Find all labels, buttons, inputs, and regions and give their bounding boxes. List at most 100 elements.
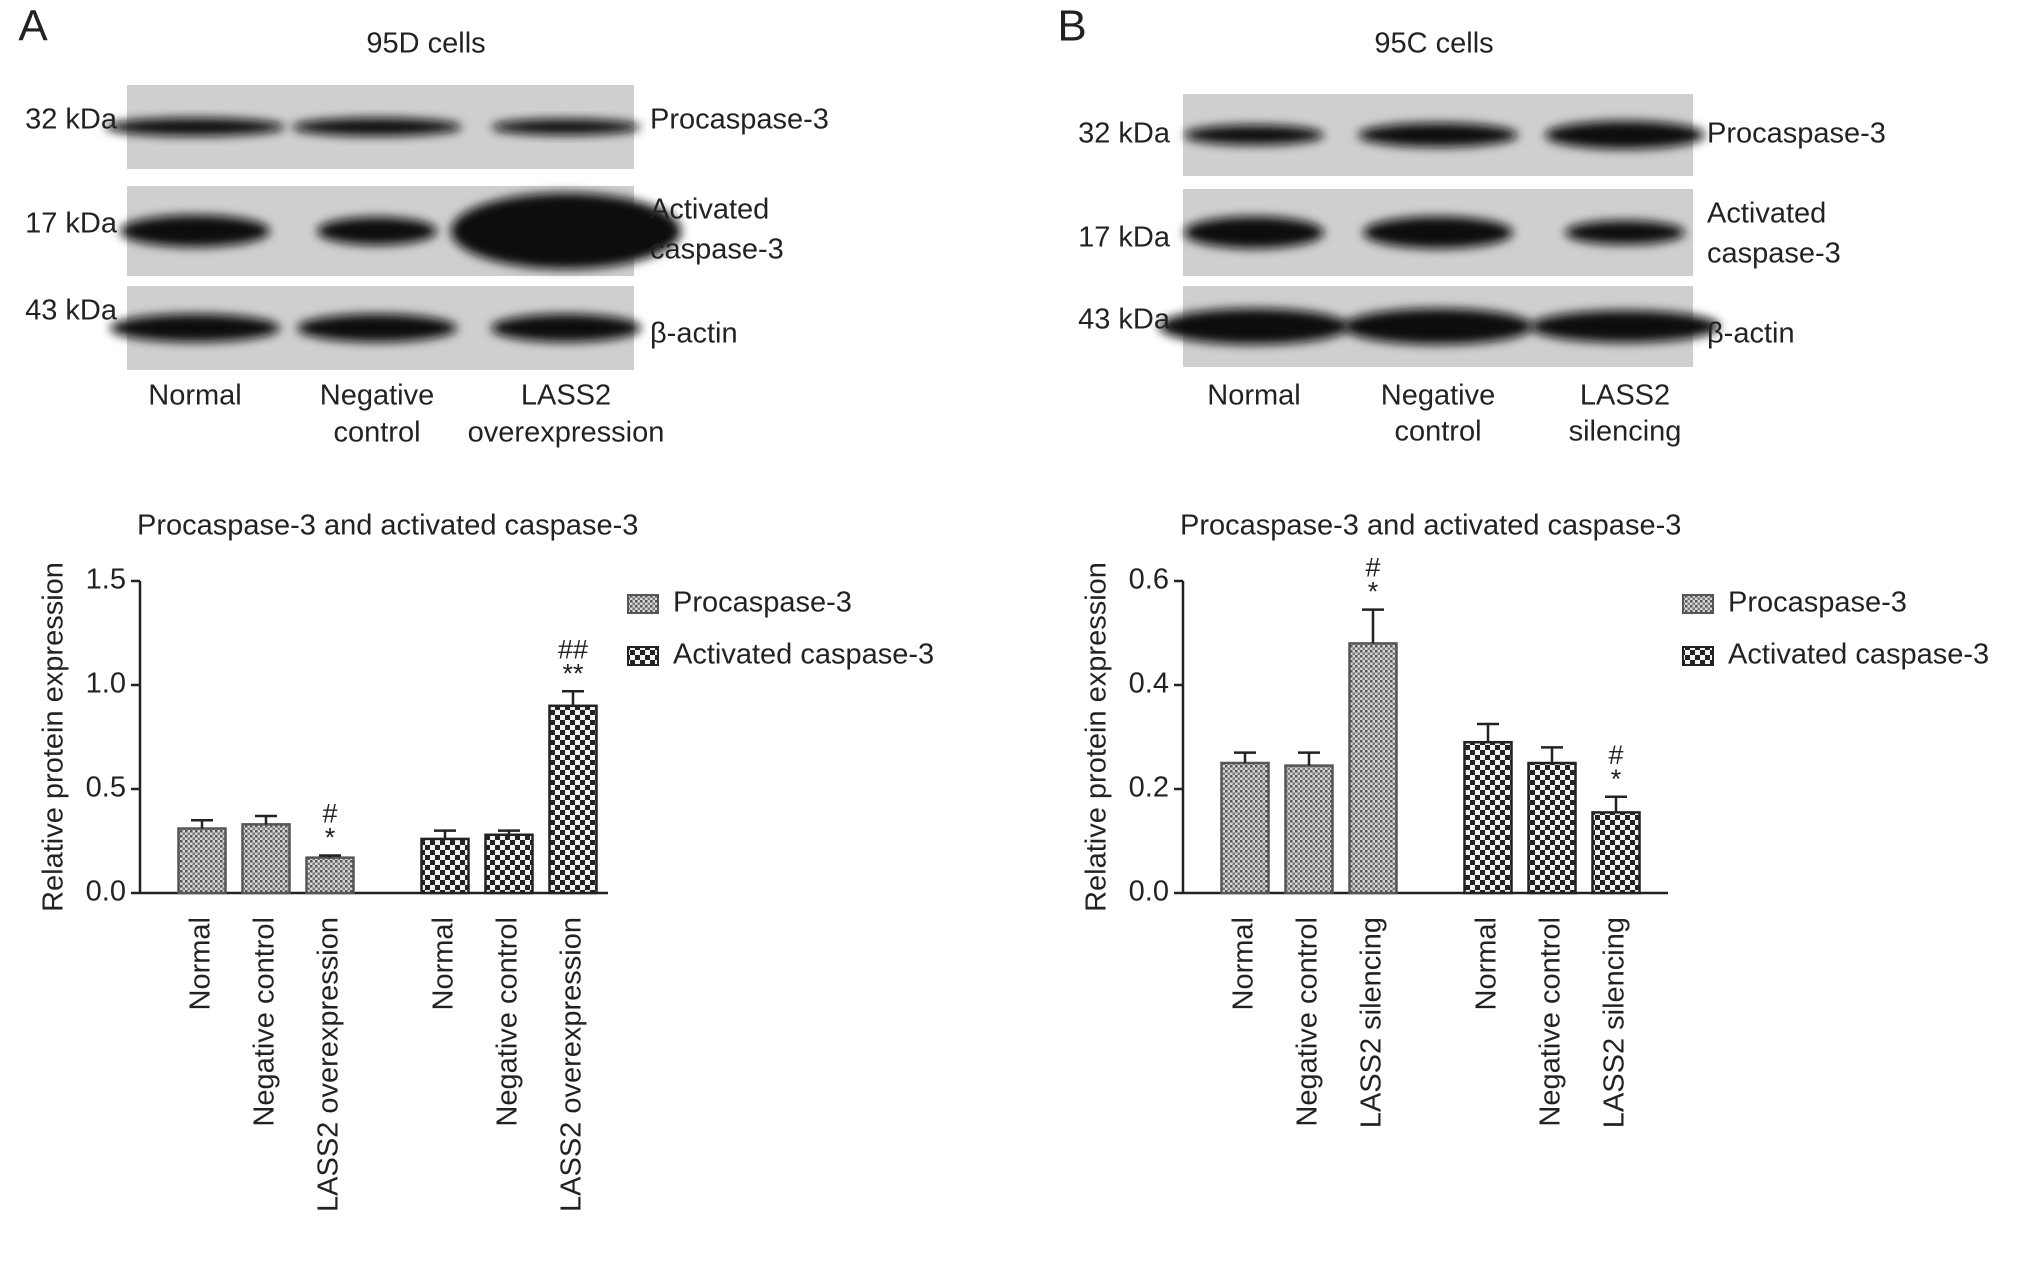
blot-band — [1184, 125, 1324, 145]
y-tick-label: 1.5 — [86, 564, 126, 596]
x-tick-label: Normal — [428, 917, 460, 1010]
protein-label: Procaspase-3 — [1707, 118, 1886, 150]
legend-label: Procaspase-3 — [1728, 587, 1907, 619]
error-bar — [1477, 722, 1499, 743]
significance-mark: # — [322, 799, 337, 829]
lane-label: control — [1394, 416, 1481, 448]
protein-label: Activated — [1707, 198, 1826, 230]
x-tick-label: Negative control — [249, 917, 281, 1127]
bar — [177, 827, 227, 895]
legend-swatch — [627, 646, 659, 666]
blot-band — [491, 119, 641, 135]
y-tick-label: 0.0 — [86, 876, 126, 908]
error-bar — [1234, 751, 1256, 763]
protein-label: β-actin — [1707, 318, 1795, 350]
bar — [1284, 764, 1334, 895]
lane-label: LASS2 — [521, 380, 611, 412]
blot-band — [1363, 216, 1513, 249]
blot-band — [1184, 216, 1324, 249]
x-tick-label: LASS2 silencing — [1599, 917, 1631, 1128]
blot-band — [1343, 308, 1533, 345]
blot-band — [1530, 310, 1720, 343]
error-bar — [498, 829, 520, 835]
bar — [548, 704, 598, 895]
blot-band — [451, 193, 681, 269]
blot-band — [110, 314, 280, 342]
protein-label: Activated — [650, 194, 769, 226]
y-tick-label: 1.0 — [86, 668, 126, 700]
blot-band — [120, 215, 270, 247]
error-bar — [191, 818, 213, 829]
significance-mark: * — [1611, 764, 1622, 794]
protein-label: caspase-3 — [650, 234, 784, 266]
lane-label: Normal — [1207, 380, 1300, 412]
y-tick-label: 0.0 — [1129, 876, 1169, 908]
kda-label: 17 kDa — [25, 208, 118, 240]
kda-label: 43 kDa — [25, 295, 118, 327]
kda-label: 32 kDa — [25, 104, 118, 136]
panel-letter: A — [18, 2, 48, 51]
significance-mark: * — [1368, 577, 1379, 607]
error-bar — [1605, 795, 1627, 813]
legend-label: Activated caspase-3 — [1728, 639, 1989, 671]
error-bar — [255, 814, 277, 825]
x-tick-label: LASS2 overexpression — [556, 917, 588, 1212]
bar — [1591, 811, 1641, 895]
significance-mark: # — [1608, 740, 1623, 770]
significance-mark: ** — [562, 658, 584, 688]
legend-swatch — [1682, 594, 1714, 614]
bar — [1348, 642, 1398, 895]
lane-label: Negative — [320, 380, 434, 412]
panel-letter: B — [1057, 2, 1086, 51]
lane-label: Normal — [148, 380, 241, 412]
blot-band — [1159, 308, 1349, 345]
y-axis-label: Relative protein expression — [38, 562, 70, 912]
bar — [1220, 761, 1270, 895]
protein-label: β-actin — [650, 318, 738, 350]
error-bar — [434, 829, 456, 839]
protein-label: Procaspase-3 — [650, 104, 829, 136]
error-bar — [562, 689, 584, 706]
blot-band — [1565, 220, 1685, 245]
kda-label: 17 kDa — [1078, 222, 1171, 254]
blot-title: 95C cells — [1374, 28, 1493, 60]
blot-band — [297, 314, 457, 342]
legend-label: Activated caspase-3 — [673, 639, 934, 671]
y-tick-label: 0.6 — [1129, 564, 1169, 596]
bar — [420, 837, 470, 895]
bar — [241, 823, 291, 895]
blot-title: 95D cells — [366, 28, 485, 60]
blot-band — [1358, 123, 1518, 147]
blot-band — [491, 314, 641, 342]
legend-swatch — [1682, 646, 1714, 666]
chart-title: Procaspase-3 and activated caspase-3 — [137, 510, 638, 542]
x-tick-label: LASS2 overexpression — [313, 917, 345, 1212]
error-bar — [1298, 751, 1320, 766]
y-tick-label: 0.4 — [1129, 668, 1169, 700]
bar — [1463, 740, 1513, 895]
lane-label: LASS2 — [1580, 380, 1670, 412]
y-axis-label: Relative protein expression — [1081, 562, 1113, 912]
chart-title: Procaspase-3 and activated caspase-3 — [1180, 510, 1681, 542]
bar — [484, 833, 534, 895]
x-tick-label: Negative control — [1292, 917, 1324, 1127]
lane-label: Negative — [1381, 380, 1495, 412]
y-tick-label: 0.2 — [1129, 772, 1169, 804]
x-tick-label: Negative control — [492, 917, 524, 1127]
error-bar — [1362, 608, 1384, 644]
x-tick-label: Negative control — [1535, 917, 1567, 1127]
y-tick-label: 0.5 — [86, 772, 126, 804]
bar — [305, 856, 355, 895]
error-bar — [1541, 746, 1563, 763]
blot-band — [317, 217, 437, 245]
blot-band — [105, 118, 285, 136]
x-tick-label: LASS2 silencing — [1356, 917, 1388, 1128]
kda-label: 43 kDa — [1078, 304, 1171, 336]
significance-mark: # — [1365, 553, 1380, 583]
bar — [1527, 761, 1577, 895]
x-tick-label: Normal — [1471, 917, 1503, 1010]
significance-mark: ## — [558, 634, 588, 664]
protein-label: caspase-3 — [1707, 238, 1841, 270]
lane-label: overexpression — [468, 417, 665, 449]
